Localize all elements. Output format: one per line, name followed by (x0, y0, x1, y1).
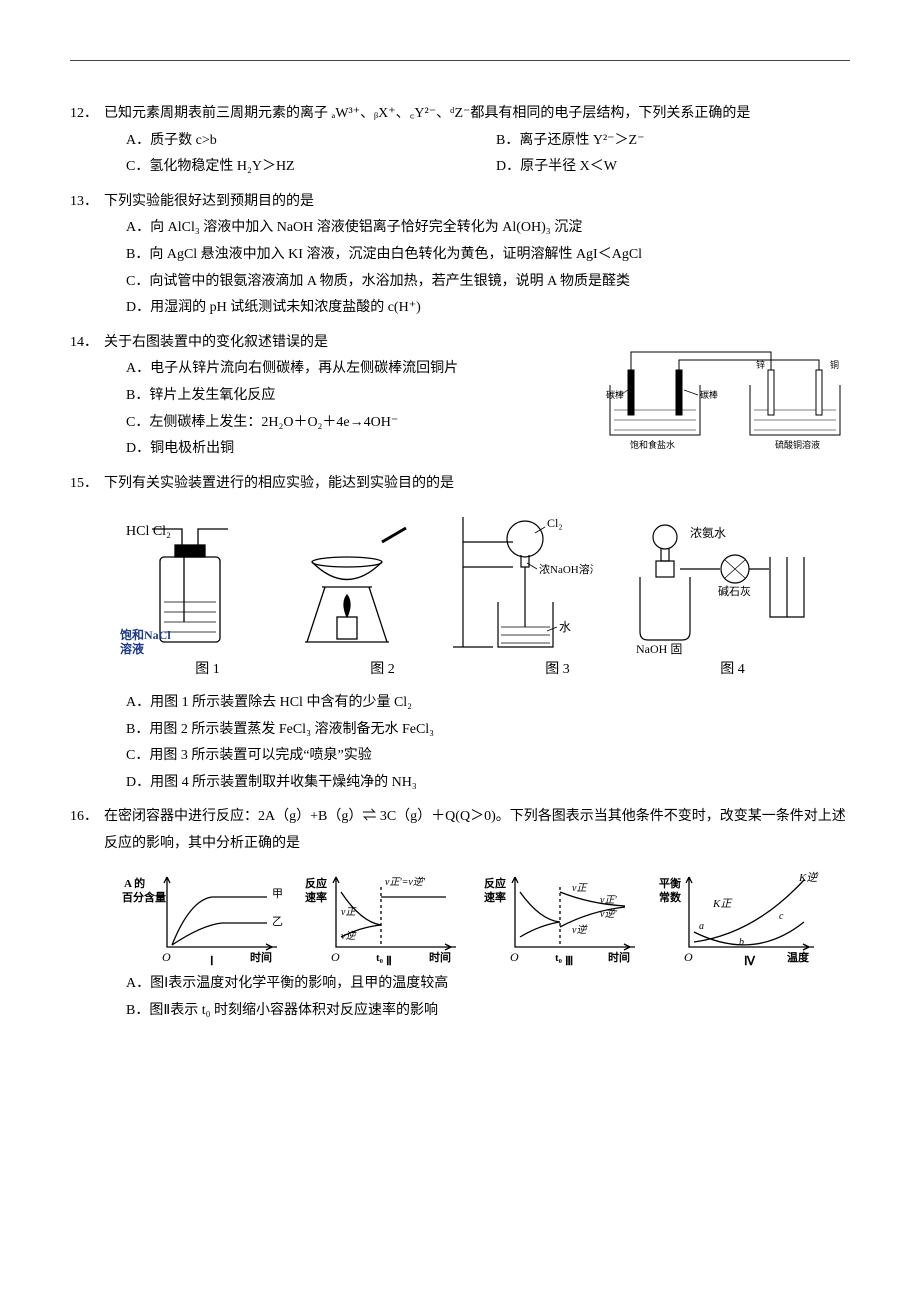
label-zinc: 锌 (756, 359, 765, 370)
q14-number: 14． (70, 330, 100, 357)
q13-option-a: A．向 AlCl₃ 溶液中加入 NaOH 溶液使铝离子恰好完全转化为 Al(OH… (126, 215, 850, 242)
g4-ylabel-1: 平衡 (659, 876, 681, 890)
q16-graph-4: 平衡 常数 K正 K逆 a b c O 温度 Ⅳ (659, 867, 829, 967)
fig4-caption: 图 4 (645, 657, 820, 684)
q15-option-a: A．用图 1 所示装置除去 HCl 中含有的少量 Cl₂ (126, 690, 850, 717)
g2-vfwd: v正 (341, 907, 357, 918)
fig1-sol-label-2: 溶液 (120, 641, 144, 656)
g4-xlabel: 温度 (787, 950, 810, 964)
q14-stem: 关于右图装置中的变化叙述错误的是 (104, 330, 590, 357)
q16-stem: 在密闭容器中进行反应：2A（g）+B（g）⇌ 3C（g）＋Q(Q＞0)。下列各图… (104, 804, 850, 857)
q16-graph-3: 反应 速率 v正 v正' v逆' v逆 O t₀ 时间 Ⅲ (480, 867, 650, 967)
fig1-gas-label: HCl Cl₂ (126, 524, 171, 539)
q15-fig2 (277, 517, 417, 657)
g1-origin: O (162, 950, 171, 964)
label-saltwater: 饱和食盐水 (630, 439, 675, 450)
q15-fig4: 浓氨水 碱石灰 NaOH 固 (620, 517, 820, 657)
g3-origin: O (510, 950, 519, 964)
question-12: 12． 已知元素周期表前三周期元素的离子 ₐW³⁺、ᵦX⁺、꜀Y²⁻、ᵈZ⁻都具… (70, 101, 850, 181)
g1-yi: 乙 (272, 915, 283, 928)
g3-vr: v逆 (572, 924, 588, 936)
g4-krev: K逆 (798, 871, 819, 884)
q16-option-b: B．图Ⅱ表示 t₀ 时刻缩小容器体积对反应速率的影响 (126, 998, 850, 1025)
q15-option-b: B．用图 2 所示装置蒸发 FeCl₃ 溶液制备无水 FeCl₃ (126, 717, 850, 744)
g4-b: b (739, 937, 744, 948)
question-13: 13． 下列实验能很好达到预期目的的是 A．向 AlCl₃ 溶液中加入 NaOH… (70, 189, 850, 322)
g2-origin: O (331, 950, 340, 964)
fig4-ammonia: 浓氨水 (690, 526, 726, 540)
g2-ylabel-1: 反应 (305, 876, 327, 890)
page-top-rule (70, 60, 850, 61)
q12-option-c: C．氢化物稳定性 H₂Y＞HZ (126, 154, 496, 181)
q14-diagram: 碳棒 碳棒 锌 铜 饱和食盐水 硫酸铜溶液 (600, 330, 850, 460)
fig1-caption: 图 1 (120, 657, 295, 684)
g2-vrev: v逆 (341, 930, 357, 942)
g1-roman: Ⅰ (210, 954, 214, 967)
q15-number: 15． (70, 471, 100, 498)
g2-roman: Ⅱ (386, 954, 392, 967)
g3-t0: t₀ (555, 952, 563, 964)
q15-fig1: HCl Cl₂ 饱和NaCl 溶液 (120, 517, 250, 657)
q15-option-c: C．用图 3 所示装置可以完成“喷泉”实验 (126, 743, 850, 770)
g4-kfwd: K正 (712, 898, 733, 910)
g1-ylabel-2: 百分含量 (122, 890, 166, 904)
fig4-naoh-solid: NaOH 固 (636, 642, 682, 656)
q12-stem: 已知元素周期表前三周期元素的离子 ₐW³⁺、ᵦX⁺、꜀Y²⁻、ᵈZ⁻都具有相同的… (104, 101, 850, 128)
g4-c: c (779, 911, 784, 922)
label-copper: 铜 (830, 359, 839, 370)
g3-ylabel-2: 速率 (484, 890, 506, 904)
q16-graph-1: A 的 百分含量 O 时间 甲 乙 Ⅰ (122, 867, 292, 967)
q16-number: 16． (70, 804, 100, 857)
fig3-water: 水 (559, 620, 571, 634)
g3-roman: Ⅲ (565, 954, 573, 967)
q13-stem: 下列实验能很好达到预期目的的是 (104, 189, 850, 216)
fig4-lime: 碱石灰 (718, 584, 751, 598)
fig2-caption: 图 2 (295, 657, 470, 684)
g3-ylabel-1: 反应 (484, 876, 506, 890)
g1-ylabel-1: A 的 (124, 876, 145, 890)
q15-option-d: D．用图 4 所示装置制取并收集干燥纯净的 NH₃ (126, 770, 850, 797)
question-15: 15． 下列有关实验装置进行的相应实验，能达到实验目的的是 HCl Cl₂ 饱和… (70, 471, 850, 797)
q13-option-c: C．向试管中的银氨溶液滴加 A 物质，水浴加热，若产生银镜，说明 A 物质是醛类 (126, 269, 850, 296)
q14-option-c: C．左侧碳棒上发生：2H₂O＋O₂＋4e→4OH⁻ (126, 410, 590, 437)
g4-origin: O (684, 950, 693, 964)
label-carbon-right: 碳棒 (700, 389, 718, 400)
fig1-sol-label-1: 饱和NaCl (120, 627, 171, 642)
q16-graph-2: 反应 速率 v正 v逆 v正'=v逆' O t₀ 时间 Ⅱ (301, 867, 471, 967)
g1-xlabel: 时间 (250, 950, 272, 964)
g4-roman: Ⅳ (744, 954, 756, 967)
q13-option-d: D．用湿润的 pH 试纸测试未知浓度盐酸的 c(H⁺) (126, 295, 850, 322)
q12-number: 12． (70, 101, 100, 128)
g2-t0: t₀ (376, 952, 384, 964)
q13-option-b: B．向 AgCl 悬浊液中加入 KI 溶液，沉淀由白色转化为黄色，证明溶解性 A… (126, 242, 850, 269)
g2-anno: v正'=v逆' (385, 876, 426, 888)
g3-vfp: v正' (600, 895, 617, 906)
q16-option-a: A．图Ⅰ表示温度对化学平衡的影响，且甲的温度较高 (126, 971, 850, 998)
q14-option-d: D．铜电极析出铜 (126, 436, 590, 463)
g2-xlabel: 时间 (429, 950, 451, 964)
g4-a: a (699, 921, 704, 932)
fig3-caption: 图 3 (470, 657, 645, 684)
q14-option-b: B．锌片上发生氧化反应 (126, 383, 590, 410)
q12-option-d: D．原子半径 X＜W (496, 154, 617, 181)
question-14: 14． 关于右图装置中的变化叙述错误的是 A．电子从锌片流向右侧碳棒，再从左侧碳… (70, 330, 850, 463)
q14-option-a: A．电子从锌片流向右侧碳棒，再从左侧碳棒流回铜片 (126, 356, 590, 383)
g3-vrp: v逆' (600, 908, 617, 920)
q15-fig3: Cl₂ 浓NaOH溶液 水 (443, 507, 593, 657)
question-16: 16． 在密闭容器中进行反应：2A（g）+B（g）⇌ 3C（g）＋Q(Q＞0)。… (70, 804, 850, 1024)
g1-jia: 甲 (272, 888, 283, 900)
q13-number: 13． (70, 189, 100, 216)
g3-vf: v正 (572, 883, 588, 894)
label-cuso4: 硫酸铜溶液 (775, 439, 820, 450)
q12-option-a: A．质子数 c>b (126, 128, 496, 155)
g3-xlabel: 时间 (608, 950, 630, 964)
fig3-naoh: 浓NaOH溶液 (539, 562, 593, 576)
g4-ylabel-2: 常数 (659, 890, 682, 904)
q15-stem: 下列有关实验装置进行的相应实验，能达到实验目的的是 (104, 471, 850, 498)
g2-ylabel-2: 速率 (305, 890, 327, 904)
fig3-cl2: Cl₂ (547, 516, 563, 530)
q12-option-b: B．离子还原性 Y²⁻＞Z⁻ (496, 128, 644, 155)
